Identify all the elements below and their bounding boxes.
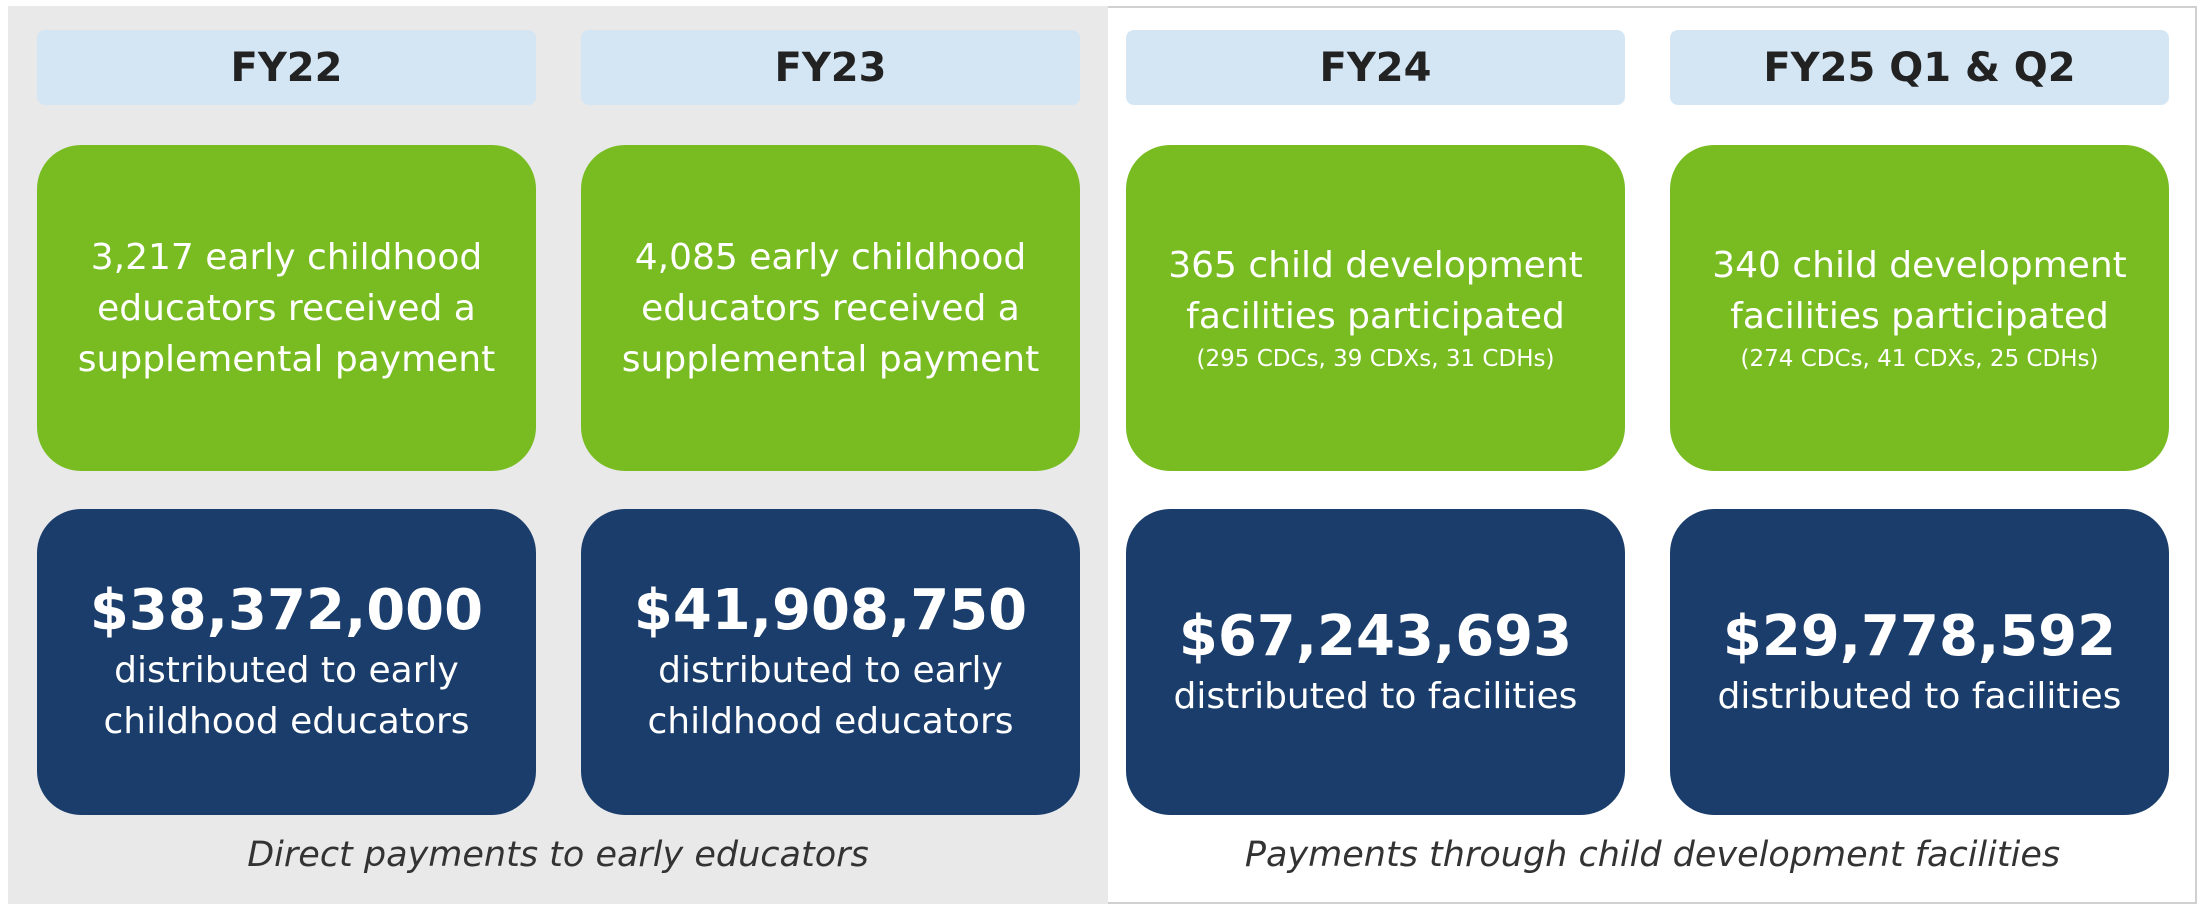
amount: $41,908,750: [633, 578, 1028, 643]
description-line: childhood educators: [103, 701, 470, 742]
participation-line: 340 child development: [1712, 245, 2127, 286]
amount: $29,778,592: [1722, 603, 2117, 669]
column-header: FY23: [581, 30, 1080, 105]
caption: Payments through child development facil…: [1244, 835, 2061, 875]
participation-box: 4,085 early childhood educators received …: [581, 145, 1080, 471]
amount: $67,243,693: [1178, 603, 1573, 669]
amount-box: $38,372,000 distributed to early childhood…: [37, 509, 536, 815]
participation-line: 4,085 early childhood: [634, 236, 1027, 278]
participation-line: supplemental payment: [77, 338, 496, 380]
description-line: distributed to early: [658, 650, 1003, 691]
caption: Direct payments to early educators: [247, 835, 869, 875]
column-header: FY25 Q1 & Q2: [1670, 30, 2169, 105]
participation-line: educators received a: [97, 287, 476, 329]
description-line: childhood educators: [647, 701, 1014, 742]
description-line: distributed to early: [114, 650, 459, 691]
amount-box: $67,243,693 distributed to facilities: [1126, 509, 1625, 815]
column-header: FY24: [1126, 30, 1625, 105]
participation-line: facilities participated: [1730, 296, 2109, 337]
participation-line: supplemental payment: [621, 338, 1040, 380]
description-line: distributed to facilities: [1717, 675, 2122, 717]
breakdown-note: (295 CDCs, 39 CDXs, 31 CDHs): [1196, 346, 1555, 372]
participation-box: 365 child development facilities particip…: [1126, 145, 1625, 471]
amount-box: $41,908,750 distributed to early childhood…: [581, 509, 1080, 815]
amount: $38,372,000: [89, 578, 484, 643]
column-header: FY22: [37, 30, 536, 105]
description-line: distributed to facilities: [1173, 675, 1578, 717]
amount-box: $29,778,592 distributed to facilities: [1670, 509, 2169, 815]
participation-line: facilities participated: [1186, 296, 1565, 337]
breakdown-note: (274 CDCs, 41 CDXs, 25 CDHs): [1740, 346, 2099, 372]
participation-box: 340 child development facilities particip…: [1670, 145, 2169, 471]
participation-line: 365 child development: [1168, 245, 1583, 286]
participation-box: 3,217 early childhood educators received …: [37, 145, 536, 471]
participation-line: educators received a: [641, 287, 1020, 329]
participation-line: 3,217 early childhood: [90, 236, 483, 278]
